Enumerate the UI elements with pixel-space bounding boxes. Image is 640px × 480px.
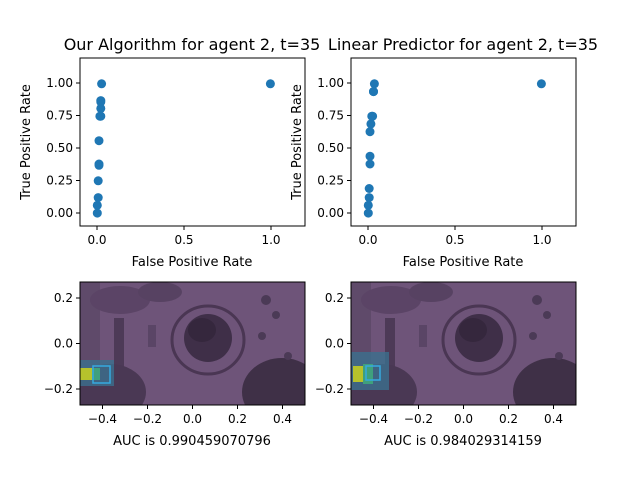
y-tick-label: 0.25 xyxy=(317,174,344,188)
x-tick-label: −0.2 xyxy=(404,412,433,426)
scatter-point xyxy=(96,111,106,121)
x-tick-label: 0.5 xyxy=(174,233,193,247)
auc-caption: AUC is 0.990459070796 xyxy=(113,434,271,449)
y-tick-label: 1.00 xyxy=(317,76,344,90)
x-tick-label: 1.0 xyxy=(532,233,551,247)
scatter-point xyxy=(93,176,103,186)
scatter-point xyxy=(364,193,374,203)
x-tick-label: 0.0 xyxy=(454,412,473,426)
y-axis-label: True Positive Rate xyxy=(290,84,305,201)
y-axis: 0.2 0.0 −0.2 xyxy=(44,291,80,396)
scatter-point xyxy=(93,193,103,203)
scatter-point xyxy=(364,184,374,193)
scatter-point xyxy=(363,208,373,218)
x-axis-label: False Positive Rate xyxy=(403,255,524,270)
heatmap-panel-our-algorithm: −0.4 −0.2 0.0 0.2 0.4 AUC is 0.990459070… xyxy=(44,281,306,449)
y-axis: 0.00 0.25 0.50 0.75 1.00 True Positive R… xyxy=(19,76,80,220)
scatter-point xyxy=(369,79,379,89)
roc-panel-linear-predictor: Linear Predictor for agent 2, t=35 0.0 0… xyxy=(290,35,598,270)
x-tick-label: 0.0 xyxy=(183,412,202,426)
y-axis: 0.2 0.0 −0.2 xyxy=(315,291,351,396)
y-tick-label: 0.25 xyxy=(46,174,73,188)
y-tick-label: 0.50 xyxy=(317,141,344,155)
heatmap-panel-linear-predictor: −0.4 −0.2 0.0 0.2 0.4 AUC is 0.984029314… xyxy=(315,281,577,449)
y-tick-label: 0.2 xyxy=(54,291,73,305)
y-tick-label: −0.2 xyxy=(315,382,344,396)
x-tick-label: −0.4 xyxy=(359,412,388,426)
x-tick-label: 0.0 xyxy=(358,233,377,247)
y-tick-label: 0.0 xyxy=(325,337,344,351)
x-tick-label: 1.0 xyxy=(261,233,280,247)
scatter-point xyxy=(365,151,375,161)
y-axis: 0.00 0.25 0.50 0.75 1.00 True Positive R… xyxy=(290,76,351,220)
scatter-point xyxy=(363,200,373,210)
y-axis-label: True Positive Rate xyxy=(19,84,34,201)
x-tick-label: 0.4 xyxy=(544,412,563,426)
scatter-point xyxy=(536,79,546,89)
auc-caption: AUC is 0.984029314159 xyxy=(384,434,542,449)
scatter-point xyxy=(369,87,378,97)
y-tick-label: 0.75 xyxy=(46,109,73,123)
y-tick-label: 0.50 xyxy=(46,141,73,155)
x-axis: 0.0 0.5 1.0 False Positive Rate xyxy=(87,226,281,270)
y-tick-label: 0.0 xyxy=(54,337,73,351)
panel-title: Our Algorithm for agent 2, t=35 xyxy=(64,35,321,54)
scatter-point xyxy=(366,119,376,129)
x-tick-label: 0.4 xyxy=(273,412,292,426)
panel-title: Linear Predictor for agent 2, t=35 xyxy=(328,35,598,54)
x-tick-label: 0.2 xyxy=(228,412,247,426)
aerial-image-overlay xyxy=(351,282,576,405)
scatter-point xyxy=(365,127,375,137)
scatter-point xyxy=(94,136,104,146)
y-tick-label: 0.2 xyxy=(325,291,344,305)
x-axis: 0.0 0.5 1.0 False Positive Rate xyxy=(358,226,552,270)
scatter-marks xyxy=(92,79,275,218)
x-tick-label: 0.0 xyxy=(87,233,106,247)
y-tick-label: 0.00 xyxy=(317,206,344,220)
x-tick-label: 0.5 xyxy=(445,233,464,247)
x-tick-label: 0.2 xyxy=(499,412,518,426)
scatter-point xyxy=(92,208,102,218)
roc-panel-our-algorithm: Our Algorithm for agent 2, t=35 0.0 0.5 … xyxy=(19,35,320,270)
y-tick-label: −0.2 xyxy=(44,382,73,396)
scatter-point xyxy=(94,159,104,169)
scatter-point xyxy=(92,200,102,210)
scatter-point xyxy=(365,159,375,169)
scatter-point xyxy=(97,79,107,89)
x-axis: −0.4 −0.2 0.0 0.2 0.4 AUC is 0.990459070… xyxy=(88,405,292,449)
scatter-point xyxy=(265,79,275,89)
y-tick-label: 1.00 xyxy=(46,76,73,90)
y-tick-label: 0.75 xyxy=(317,109,344,123)
x-axis: −0.4 −0.2 0.0 0.2 0.4 AUC is 0.984029314… xyxy=(359,405,563,449)
y-tick-label: 0.00 xyxy=(46,206,73,220)
scatter-marks xyxy=(363,79,546,218)
x-tick-label: −0.2 xyxy=(133,412,162,426)
x-axis-label: False Positive Rate xyxy=(132,255,253,270)
scatter-point xyxy=(368,111,378,121)
x-tick-label: −0.4 xyxy=(88,412,117,426)
scatter-point xyxy=(96,97,106,107)
aerial-image-overlay xyxy=(80,282,305,405)
scatter-point xyxy=(96,103,106,113)
